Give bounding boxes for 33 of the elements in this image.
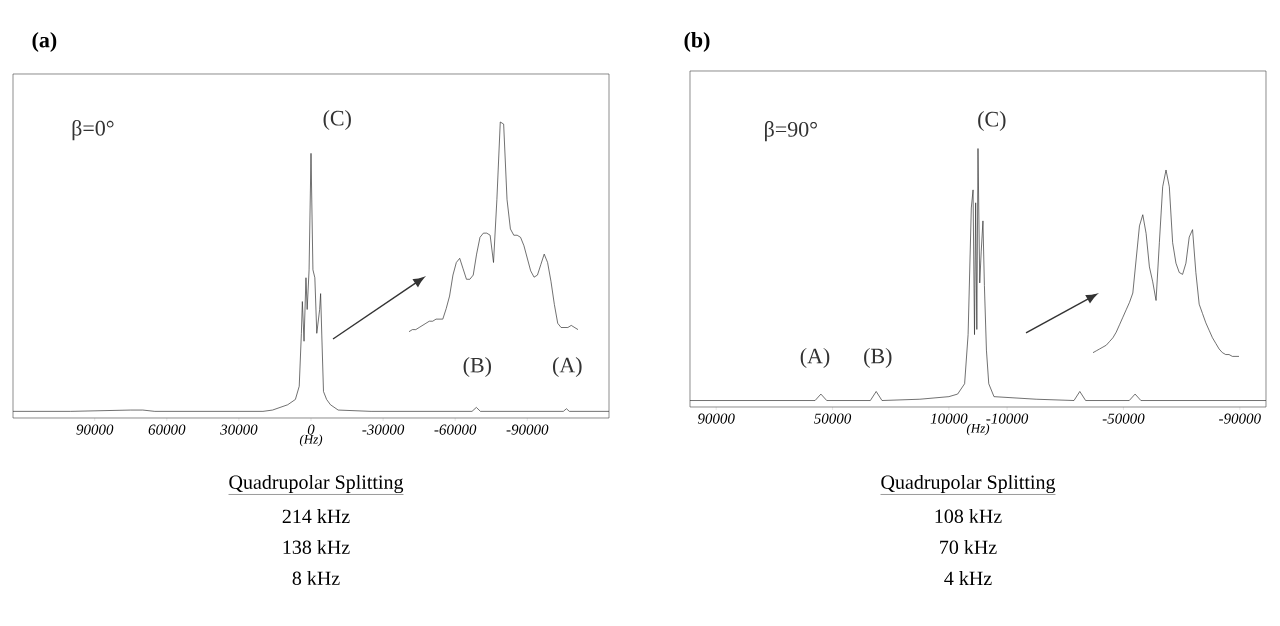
x-tick-label: -90000 — [1219, 413, 1261, 424]
x-tick-label: -60000 — [434, 424, 477, 435]
text: 4 kHz — [944, 571, 992, 585]
x-tick-label: -30000 — [362, 424, 405, 435]
text: 138 kHz — [283, 539, 350, 555]
x-tick-label: 30000 — [220, 424, 258, 435]
annotation: (B) — [864, 347, 892, 368]
text: 108 kHz — [935, 508, 1002, 524]
chart-title: (a) — [32, 32, 57, 52]
x-tick-label: 10000 — [930, 413, 968, 424]
text: β=0° — [72, 119, 114, 141]
text: 8 kHz — [292, 570, 340, 586]
text: (C) — [323, 110, 351, 131]
x-tick-label: 90000 — [76, 424, 114, 435]
text: 70 kHz — [940, 539, 997, 555]
x-tick-label: 50000 — [814, 413, 852, 424]
annotation: (A) — [800, 347, 830, 368]
x-tick-label: 90000 — [697, 413, 735, 424]
x-axis-title: (Hz) — [299, 434, 323, 447]
text: Quadrupolar Splitting — [229, 474, 404, 494]
x-tick-label: -10000 — [986, 413, 1029, 424]
x-axis-title: (Hz) — [966, 423, 990, 436]
text: β=90° — [765, 121, 817, 142]
text: (C) — [978, 111, 1006, 132]
x-tick-label: 0 — [307, 424, 315, 435]
x-tick-label: 60000 — [148, 424, 186, 435]
annotation: (B) — [463, 357, 491, 378]
text: 214 kHz — [282, 509, 350, 523]
x-tick-label: -90000 — [506, 424, 549, 435]
chart-title: (b) — [684, 32, 710, 52]
x-tick-label: -50000 — [1102, 413, 1145, 424]
annotation: (A) — [552, 357, 582, 378]
text: Quadrupolar Splitting — [881, 474, 1056, 494]
